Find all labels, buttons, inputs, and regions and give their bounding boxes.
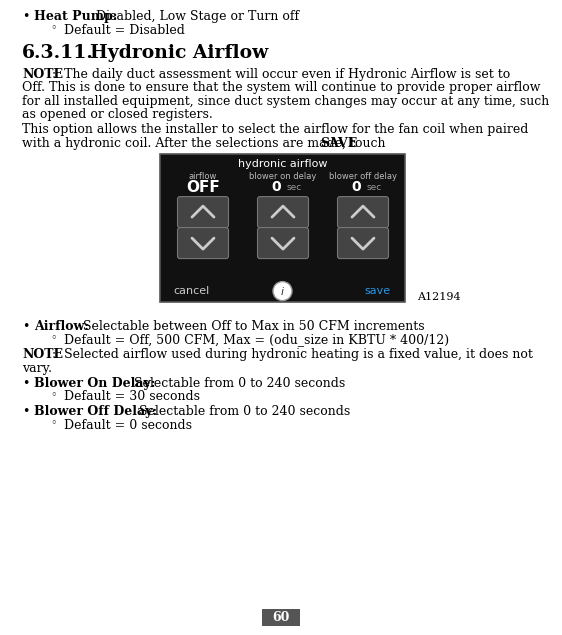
Text: blower off delay: blower off delay xyxy=(329,171,397,180)
Text: :  The daily duct assessment will occur even if Hydronic Airflow is set to: : The daily duct assessment will occur e… xyxy=(52,68,510,81)
FancyBboxPatch shape xyxy=(178,197,229,227)
Text: Off. This is done to ensure that the system will continue to provide proper airf: Off. This is done to ensure that the sys… xyxy=(22,81,541,94)
Text: Hydronic Airflow: Hydronic Airflow xyxy=(90,44,268,62)
Text: Default = Off, 500 CFM, Max = (odu_size in KBTU * 400/12): Default = Off, 500 CFM, Max = (odu_size … xyxy=(64,333,449,347)
Text: i: i xyxy=(281,286,284,297)
Text: Blower On Delay:: Blower On Delay: xyxy=(34,377,155,390)
FancyBboxPatch shape xyxy=(338,227,388,258)
Text: airflow: airflow xyxy=(189,171,217,180)
Text: NOTE: NOTE xyxy=(22,349,63,361)
FancyBboxPatch shape xyxy=(338,197,388,227)
Text: OFF: OFF xyxy=(186,180,220,194)
Text: Airflow:: Airflow: xyxy=(34,320,89,333)
Text: Default = Disabled: Default = Disabled xyxy=(64,23,185,36)
Text: cancel: cancel xyxy=(174,286,210,296)
Text: .: . xyxy=(348,137,352,150)
Text: Selectable from 0 to 240 seconds: Selectable from 0 to 240 seconds xyxy=(130,377,345,390)
Text: vary.: vary. xyxy=(22,362,52,375)
FancyBboxPatch shape xyxy=(262,608,300,625)
Text: Selectable from 0 to 240 seconds: Selectable from 0 to 240 seconds xyxy=(135,405,350,418)
Text: 0: 0 xyxy=(351,180,361,194)
Text: NOTE: NOTE xyxy=(22,68,63,81)
Text: 0: 0 xyxy=(271,180,281,194)
FancyBboxPatch shape xyxy=(160,154,405,302)
Text: Default = 30 seconds: Default = 30 seconds xyxy=(64,391,200,403)
Text: Selectable between Off to Max in 50 CFM increments: Selectable between Off to Max in 50 CFM … xyxy=(79,320,425,333)
Text: 60: 60 xyxy=(273,611,289,624)
Text: for all installed equipment, since duct system changes may occur at any time, su: for all installed equipment, since duct … xyxy=(22,95,549,108)
Text: •: • xyxy=(22,377,29,390)
FancyBboxPatch shape xyxy=(257,197,309,227)
Text: ◦: ◦ xyxy=(50,333,57,344)
Text: with a hydronic coil. After the selections are made, touch: with a hydronic coil. After the selectio… xyxy=(22,137,389,150)
Text: This option allows the installer to select the airflow for the fan coil when pai: This option allows the installer to sele… xyxy=(22,123,528,136)
Text: •: • xyxy=(22,320,29,333)
Text: sec: sec xyxy=(287,183,302,192)
Text: sec: sec xyxy=(366,183,382,192)
Text: blower on delay: blower on delay xyxy=(250,171,317,180)
Text: •: • xyxy=(22,10,29,23)
Text: hydronic airflow: hydronic airflow xyxy=(238,159,327,169)
Circle shape xyxy=(273,281,292,300)
Text: Blower Off Delay:: Blower Off Delay: xyxy=(34,405,157,418)
Text: as opened or closed registers.: as opened or closed registers. xyxy=(22,108,213,121)
Text: Heat Pump:: Heat Pump: xyxy=(34,10,117,23)
FancyBboxPatch shape xyxy=(257,227,309,258)
Text: SAVE: SAVE xyxy=(320,137,357,150)
Text: 6.3.11.: 6.3.11. xyxy=(22,44,94,62)
Text: A12194: A12194 xyxy=(417,292,461,302)
Text: :  Selected airflow used during hydronic heating is a fixed value, it does not: : Selected airflow used during hydronic … xyxy=(52,349,533,361)
Text: Default = 0 seconds: Default = 0 seconds xyxy=(64,418,192,432)
Text: •: • xyxy=(22,405,29,418)
Text: Disabled, Low Stage or Turn off: Disabled, Low Stage or Turn off xyxy=(92,10,299,23)
Text: save: save xyxy=(364,286,390,296)
Text: ◦: ◦ xyxy=(50,418,57,429)
Text: ◦: ◦ xyxy=(50,391,57,400)
Text: ◦: ◦ xyxy=(50,23,57,34)
FancyBboxPatch shape xyxy=(178,227,229,258)
